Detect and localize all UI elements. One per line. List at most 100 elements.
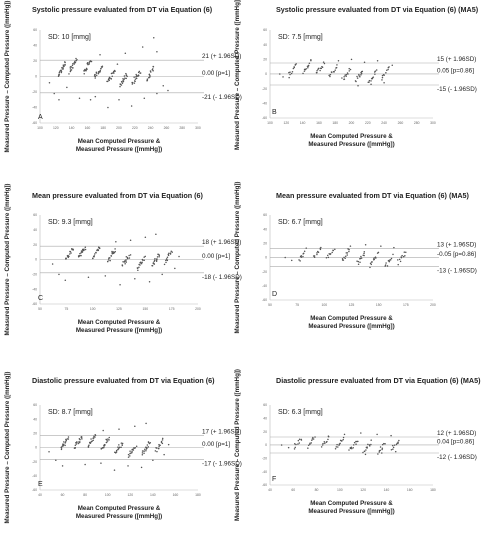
- data-point: [74, 61, 77, 64]
- data-point: [307, 66, 309, 69]
- data-point: [395, 443, 398, 446]
- data-point: [112, 251, 114, 253]
- chart-title: Diastolic pressure evaluated from DT via…: [276, 376, 481, 385]
- data-point: [125, 77, 127, 80]
- x-axis-label-line1: Mean Computed Pressure &: [78, 138, 161, 145]
- data-point: [118, 444, 120, 446]
- data-point: [114, 248, 116, 250]
- x-tick-label: 100: [90, 307, 96, 311]
- chart-title: Mean pressure evaluated from DT via Equa…: [276, 191, 470, 200]
- x-tick-label: 200: [116, 126, 122, 130]
- data-point: [140, 262, 143, 265]
- data-point: [386, 69, 388, 72]
- data-point: [71, 64, 74, 67]
- y-axis-label: Measured Pressure – Computed Pressure ([…: [234, 182, 241, 334]
- data-point: [309, 443, 311, 446]
- sd-annotation: SD: 6.3 [mmg]: [278, 409, 323, 416]
- x-tick-label: 180: [332, 121, 338, 125]
- data-point: [279, 73, 281, 75]
- x-tick-label: 200: [349, 121, 355, 125]
- data-point: [138, 266, 140, 269]
- data-point: [302, 255, 304, 258]
- data-point: [303, 252, 305, 254]
- data-point: [124, 260, 127, 262]
- x-axis-label-line1: Mean Computed Pressure &: [310, 133, 393, 140]
- data-point: [92, 257, 94, 259]
- data-point: [144, 448, 146, 450]
- x-tick-label: 125: [349, 303, 355, 307]
- y-tick-label: -20: [262, 270, 267, 274]
- data-point: [300, 439, 303, 441]
- data-point: [316, 252, 318, 254]
- y-tick-label: 60: [263, 213, 267, 217]
- data-point: [68, 73, 70, 75]
- data-point: [358, 75, 360, 77]
- data-point: [383, 82, 385, 84]
- data-point: [316, 253, 318, 256]
- scatter-points: [48, 422, 170, 471]
- data-point: [92, 437, 95, 439]
- data-point: [131, 81, 134, 84]
- data-point: [167, 443, 170, 446]
- data-point: [389, 259, 392, 261]
- x-tick-label: 160: [316, 121, 322, 125]
- data-point: [387, 68, 389, 71]
- data-point: [124, 52, 127, 54]
- data-point: [108, 76, 111, 79]
- data-point: [113, 469, 116, 471]
- data-point: [139, 264, 141, 266]
- data-point: [161, 437, 164, 440]
- data-point: [375, 257, 377, 259]
- data-point: [60, 71, 63, 74]
- data-point: [79, 441, 81, 443]
- x-axis-label-line1: Mean Computed Pressure &: [310, 315, 393, 322]
- data-point: [341, 77, 343, 79]
- panel-d: Mean pressure evaluated from DT via Equa…: [234, 182, 477, 334]
- data-point: [360, 257, 363, 259]
- data-point: [353, 441, 356, 444]
- y-tick-label: 20: [33, 59, 37, 63]
- data-point: [343, 75, 345, 78]
- data-point: [388, 66, 390, 68]
- x-tick-label: 75: [295, 303, 299, 307]
- data-point: [153, 263, 156, 265]
- data-point: [117, 446, 119, 448]
- data-point: [300, 256, 303, 258]
- data-point: [405, 251, 407, 254]
- data-point: [74, 447, 76, 449]
- data-point: [313, 255, 316, 257]
- data-point: [122, 261, 124, 263]
- data-point: [294, 446, 296, 449]
- data-point: [135, 73, 137, 76]
- data-point: [95, 251, 97, 254]
- data-point: [125, 256, 128, 258]
- data-point: [370, 83, 372, 86]
- data-point: [374, 70, 377, 72]
- data-point: [136, 267, 139, 270]
- data-point: [107, 438, 109, 440]
- data-point: [51, 263, 54, 265]
- data-point: [399, 260, 402, 263]
- data-point: [107, 259, 110, 261]
- data-point: [390, 434, 392, 437]
- data-point: [65, 439, 68, 442]
- data-point: [294, 443, 296, 445]
- data-point: [97, 248, 99, 251]
- data-point: [356, 75, 358, 78]
- data-point: [121, 442, 124, 445]
- data-point: [356, 260, 358, 262]
- data-point: [117, 447, 120, 450]
- x-axis-label-line1: Mean Computed Pressure &: [78, 505, 161, 512]
- data-point: [288, 76, 290, 79]
- data-point: [120, 446, 122, 448]
- data-point: [73, 61, 76, 64]
- data-point: [70, 66, 73, 68]
- data-point: [357, 84, 359, 87]
- x-tick-label: 150: [376, 303, 382, 307]
- data-point: [156, 450, 158, 453]
- data-point: [297, 439, 300, 442]
- data-point: [312, 436, 314, 439]
- data-point: [288, 71, 290, 74]
- data-point: [129, 239, 132, 241]
- y-tick-label: 0: [35, 446, 37, 450]
